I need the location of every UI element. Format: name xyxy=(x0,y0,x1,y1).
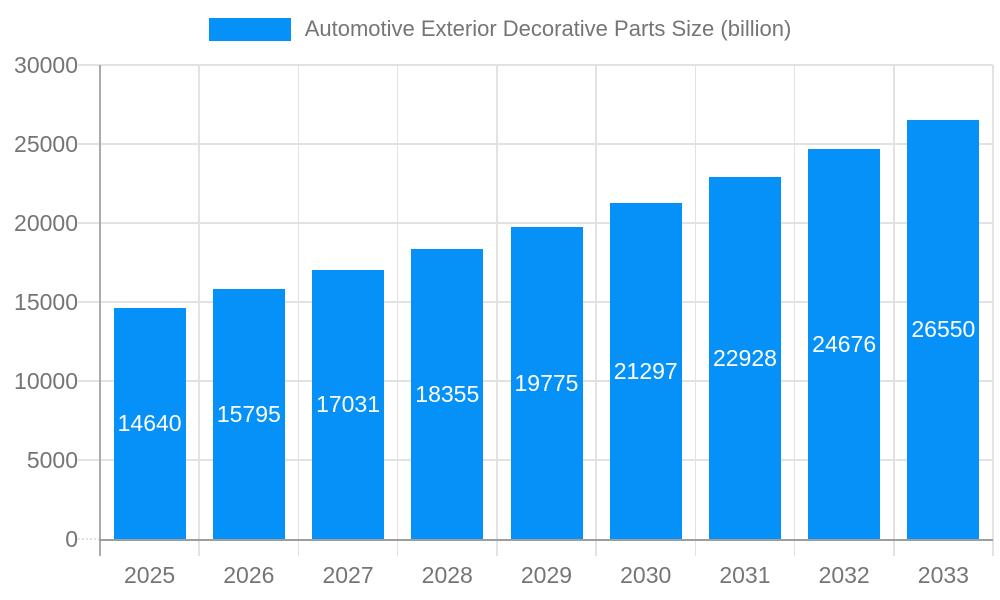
bar-value-label: 19775 xyxy=(514,369,579,396)
legend[interactable]: Automotive Exterior Decorative Parts Siz… xyxy=(0,16,1000,42)
gridline-vertical xyxy=(496,65,498,556)
bar-2031[interactable]: 22928 xyxy=(708,176,781,539)
y-axis-tick-label: 0 xyxy=(65,526,78,552)
bar-2026[interactable]: 15795 xyxy=(212,289,285,539)
legend-swatch xyxy=(208,17,291,41)
gridline-horizontal xyxy=(78,143,993,145)
bar-2025[interactable]: 14640 xyxy=(113,307,186,539)
x-axis-tick-label: 2030 xyxy=(620,562,672,588)
x-axis-tick-label: 2031 xyxy=(719,562,771,588)
x-axis-tick-label: 2025 xyxy=(124,562,176,588)
x-axis-tick-label: 2032 xyxy=(818,562,870,588)
y-axis-tick-label: 10000 xyxy=(14,368,78,394)
x-axis-tick-label: 2026 xyxy=(223,562,275,588)
gridline-vertical xyxy=(694,65,697,556)
gridline-vertical xyxy=(396,65,399,556)
bar-value-label: 26550 xyxy=(911,316,976,343)
bar-2033[interactable]: 26550 xyxy=(907,119,980,539)
bar-value-label: 18355 xyxy=(415,380,480,407)
gridline-vertical xyxy=(595,65,597,556)
gridline-vertical xyxy=(198,65,200,556)
gridline-vertical xyxy=(893,65,895,556)
bar-2028[interactable]: 18355 xyxy=(411,248,484,539)
bar-2030[interactable]: 21297 xyxy=(609,202,682,539)
bar-value-label: 24676 xyxy=(812,331,877,358)
x-axis-tick-label: 2029 xyxy=(520,562,573,588)
bar-2032[interactable]: 24676 xyxy=(808,149,881,539)
x-axis-line xyxy=(99,539,993,541)
x-axis-tick-label: 2027 xyxy=(322,562,374,588)
gridline-horizontal xyxy=(78,64,993,66)
bar-value-label: 21297 xyxy=(613,357,678,384)
y-axis-tick-label: 20000 xyxy=(14,210,78,236)
y-axis-line xyxy=(99,65,101,556)
bar-value-label: 14640 xyxy=(117,410,182,437)
y-axis-tick-label: 15000 xyxy=(14,289,78,315)
y-axis-zero-tick xyxy=(78,538,100,540)
y-axis-tick-label: 5000 xyxy=(26,447,78,473)
y-axis-tick-label: 30000 xyxy=(14,52,78,78)
bar-2027[interactable]: 17031 xyxy=(312,269,385,539)
gridline-vertical xyxy=(992,65,994,556)
bar-value-label: 22928 xyxy=(712,344,777,371)
y-axis-tick-label: 25000 xyxy=(14,131,78,157)
x-axis-tick-label: 2028 xyxy=(421,562,473,588)
bar-value-label: 15795 xyxy=(216,401,281,428)
legend-label: Automotive Exterior Decorative Parts Siz… xyxy=(304,16,792,41)
bar-2029[interactable]: 19775 xyxy=(510,226,583,539)
gridline-horizontal xyxy=(78,222,993,224)
gridline-vertical xyxy=(793,65,796,556)
x-axis-tick-label: 2033 xyxy=(917,562,969,588)
bar-value-label: 17031 xyxy=(316,391,381,418)
gridline-vertical xyxy=(297,65,300,556)
